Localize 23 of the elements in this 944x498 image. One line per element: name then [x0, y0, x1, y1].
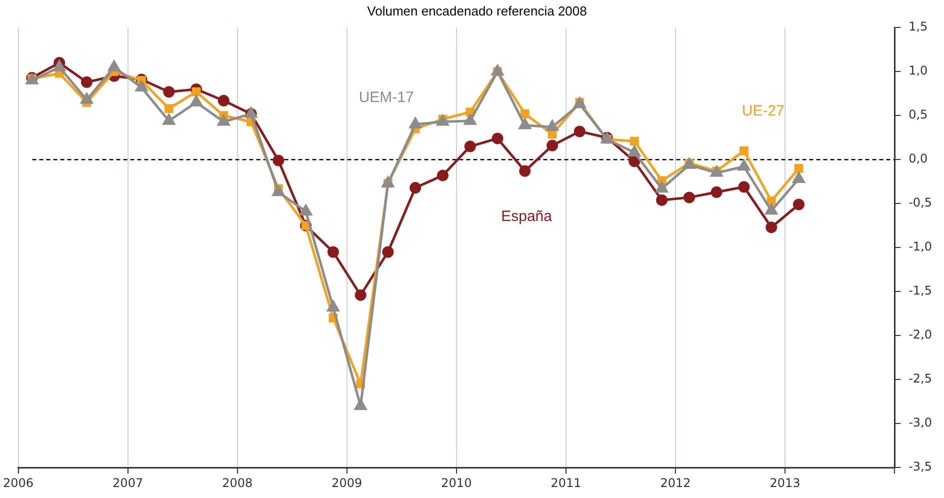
x-tick-label: 2013: [770, 476, 800, 490]
chart-title: Volumen encadenado referencia 2008: [367, 3, 587, 18]
y-tick-label: -1,0: [908, 240, 932, 254]
x-tick-label: 2010: [441, 476, 472, 490]
y-tick-label: -3,0: [908, 416, 932, 430]
x-tick-label: 2009: [332, 476, 362, 490]
x-tick-label: 2007: [112, 476, 144, 490]
y-tick-label: 0,0: [908, 152, 928, 166]
y-tick-label: -3,5: [908, 460, 932, 474]
x-tick-label: 2011: [550, 476, 582, 490]
x-tick-label: 2006: [2, 476, 34, 490]
y-tick-label: 0,5: [908, 108, 928, 122]
y-tick-label: -2,0: [908, 328, 932, 342]
series-label: UE-27: [742, 102, 784, 120]
y-tick-label: -1,5: [908, 284, 932, 298]
x-tick-label: 2008: [222, 476, 253, 490]
y-tick-label: 1,0: [908, 64, 928, 78]
x-tick-label: 2012: [660, 476, 691, 490]
y-tick-label: -2,5: [908, 372, 932, 386]
series-label: UEM-17: [358, 89, 414, 106]
y-tick-label: 1,5: [908, 20, 928, 34]
y-tick-label: -0,5: [908, 196, 932, 210]
text: España: [501, 208, 553, 225]
